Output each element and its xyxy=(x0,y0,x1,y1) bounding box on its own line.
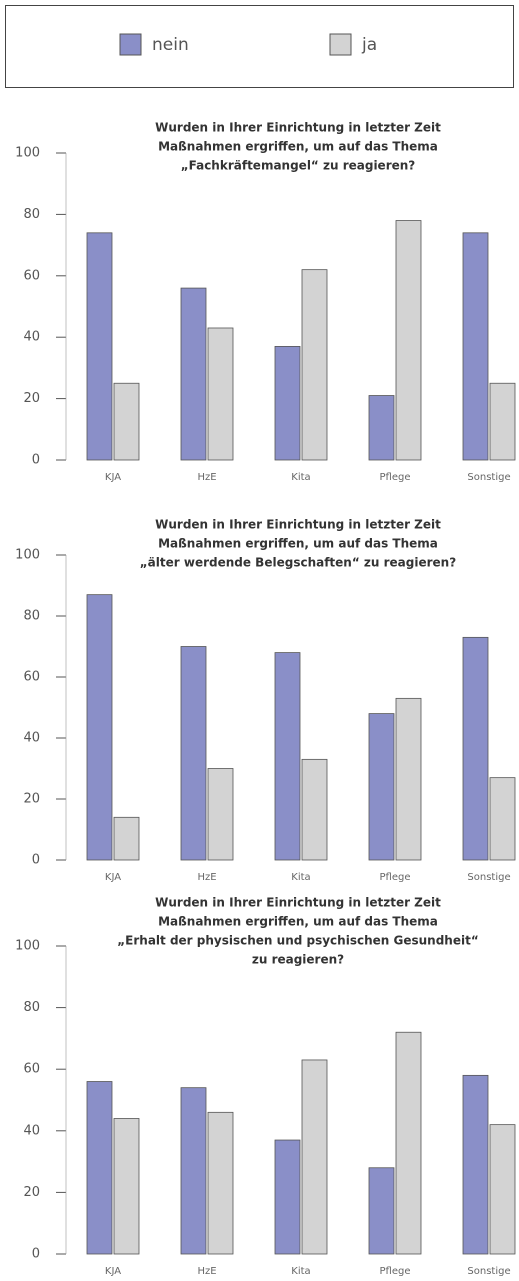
x-tick-label: Pflege xyxy=(380,1266,411,1277)
bar xyxy=(462,232,489,461)
bar xyxy=(113,382,140,461)
bar xyxy=(368,395,395,461)
y-tick-label: 80 xyxy=(23,1000,40,1015)
y-tick-label: 20 xyxy=(23,792,40,807)
bar xyxy=(274,346,301,461)
bar xyxy=(113,816,140,861)
chart-title: „älter werdende Belegschaften“ zu reagie… xyxy=(140,556,456,570)
bar xyxy=(489,382,516,461)
x-tick-label: KJA xyxy=(105,472,121,483)
legend-label: ja xyxy=(361,35,377,55)
bar xyxy=(180,1087,207,1255)
bar xyxy=(113,1118,140,1255)
chart-title: Maßnahmen ergriffen, um auf das Thema xyxy=(158,140,438,154)
y-tick-label: 60 xyxy=(23,1062,40,1077)
x-tick-label: HzE xyxy=(197,472,216,483)
bar xyxy=(86,1081,113,1255)
legend-swatch xyxy=(119,33,142,56)
y-tick-label: 40 xyxy=(23,1123,40,1138)
bar xyxy=(489,777,516,861)
y-tick-label: 0 xyxy=(32,1247,40,1262)
x-tick-label: Pflege xyxy=(380,872,411,883)
y-tick-label: 100 xyxy=(15,548,40,563)
bar xyxy=(207,768,234,861)
bar xyxy=(489,1124,516,1255)
bar xyxy=(274,652,301,861)
legend-label: nein xyxy=(152,35,189,55)
x-tick-label: Kita xyxy=(291,472,310,483)
y-tick-label: 80 xyxy=(23,609,40,624)
x-tick-label: KJA xyxy=(105,872,121,883)
bar xyxy=(368,1167,395,1255)
bar xyxy=(207,327,234,461)
chart-title: Maßnahmen ergriffen, um auf das Thema xyxy=(158,915,438,929)
x-tick-label: HzE xyxy=(197,872,216,883)
legend-swatch xyxy=(329,33,352,56)
chart-title: Maßnahmen ergriffen, um auf das Thema xyxy=(158,537,438,551)
x-tick-label: Sonstige xyxy=(467,1266,510,1277)
bar xyxy=(274,1139,301,1255)
y-tick-label: 100 xyxy=(15,146,40,161)
y-tick-label: 20 xyxy=(23,1185,40,1200)
legend-box xyxy=(5,5,514,88)
chart-title: Wurden in Ihrer Einrichtung in letzter Z… xyxy=(155,121,441,135)
bar xyxy=(86,232,113,461)
x-tick-label: HzE xyxy=(197,1266,216,1277)
y-tick-label: 60 xyxy=(23,268,40,283)
bar xyxy=(301,269,328,461)
y-tick-label: 40 xyxy=(23,330,40,345)
chart-title: Wurden in Ihrer Einrichtung in letzter Z… xyxy=(155,896,441,910)
bar xyxy=(395,1031,422,1255)
bar xyxy=(86,594,113,861)
y-tick-label: 80 xyxy=(23,207,40,222)
y-tick-label: 40 xyxy=(23,731,40,746)
chart-title: zu reagieren? xyxy=(252,953,344,967)
x-tick-label: Kita xyxy=(291,1266,310,1277)
x-tick-label: Sonstige xyxy=(467,472,510,483)
bar xyxy=(395,697,422,861)
x-tick-label: Sonstige xyxy=(467,872,510,883)
bar xyxy=(301,1059,328,1255)
x-tick-label: Pflege xyxy=(380,472,411,483)
y-tick-label: 60 xyxy=(23,670,40,685)
chart-title: Wurden in Ihrer Einrichtung in letzter Z… xyxy=(155,518,441,532)
y-tick-label: 0 xyxy=(32,453,40,468)
chart-title: „Fachkräftemangel“ zu reagieren? xyxy=(181,159,416,173)
bar xyxy=(180,646,207,861)
x-tick-label: Kita xyxy=(291,872,310,883)
bar xyxy=(395,220,422,461)
y-tick-label: 100 xyxy=(15,939,40,954)
bar xyxy=(180,287,207,461)
bar xyxy=(301,758,328,861)
bar xyxy=(368,713,395,861)
y-tick-label: 0 xyxy=(32,853,40,868)
bar xyxy=(462,1074,489,1255)
y-tick-label: 20 xyxy=(23,391,40,406)
chart-title: „Erhalt der physischen und psychischen G… xyxy=(117,934,478,948)
x-tick-label: KJA xyxy=(105,1266,121,1277)
bar xyxy=(462,636,489,861)
bar xyxy=(207,1111,234,1255)
